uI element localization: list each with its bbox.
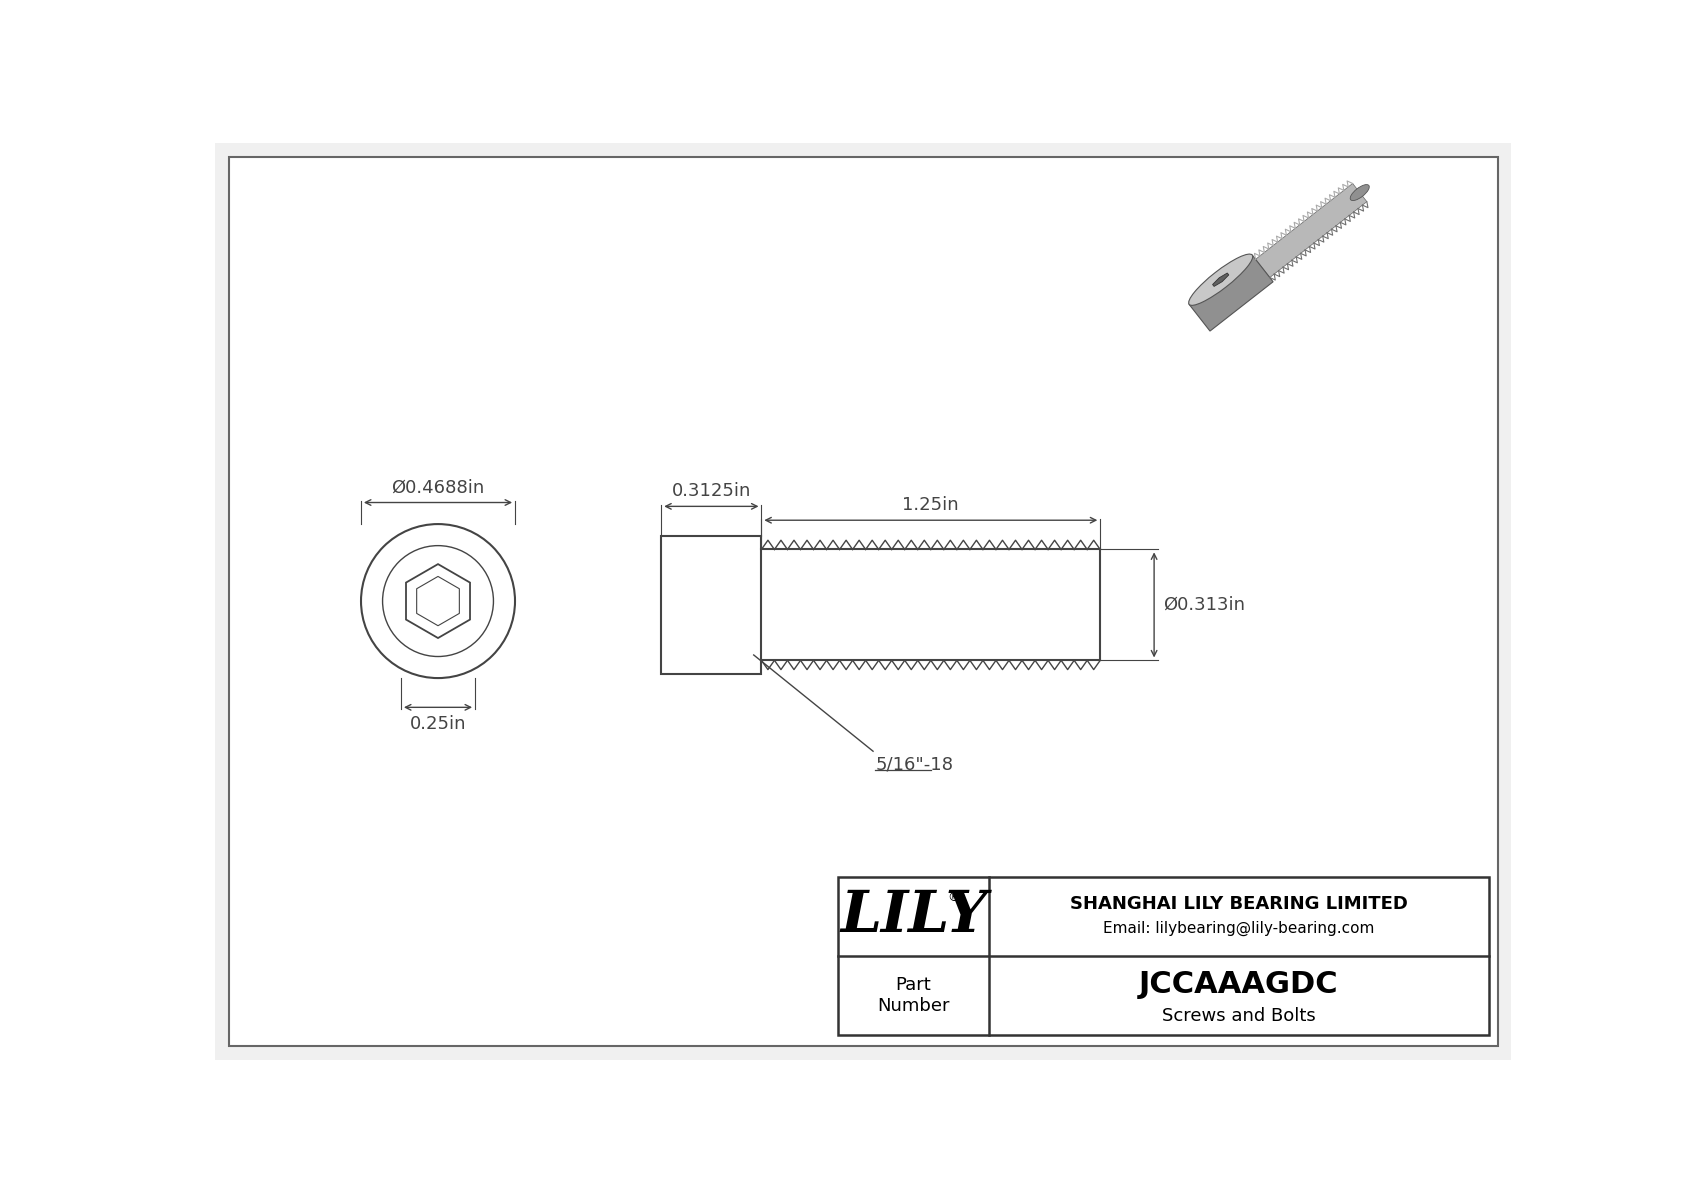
Ellipse shape [1189,254,1253,305]
Text: Screws and Bolts: Screws and Bolts [1162,1006,1315,1024]
Text: JCCAAAGDC: JCCAAAGDC [1138,969,1339,998]
Polygon shape [1256,183,1367,278]
Text: Email: lilybearing@lily-bearing.com: Email: lilybearing@lily-bearing.com [1103,921,1374,936]
Text: Ø0.4688in: Ø0.4688in [391,479,485,497]
Text: 1.25in: 1.25in [903,497,960,515]
Text: 0.25in: 0.25in [409,715,466,732]
Polygon shape [1212,273,1229,286]
Text: ®: ® [948,891,960,904]
Bar [662,536,761,674]
Text: 5/16"-18: 5/16"-18 [876,755,953,773]
Text: 0.3125in: 0.3125in [672,482,751,500]
Ellipse shape [1351,185,1369,200]
Text: Part
Number: Part Number [877,975,950,1015]
Polygon shape [1189,255,1273,331]
Text: SHANGHAI LILY BEARING LIMITED: SHANGHAI LILY BEARING LIMITED [1069,894,1408,912]
Text: Ø0.313in: Ø0.313in [1164,596,1246,613]
Bar [839,877,1489,1035]
Text: LILY: LILY [840,888,987,944]
